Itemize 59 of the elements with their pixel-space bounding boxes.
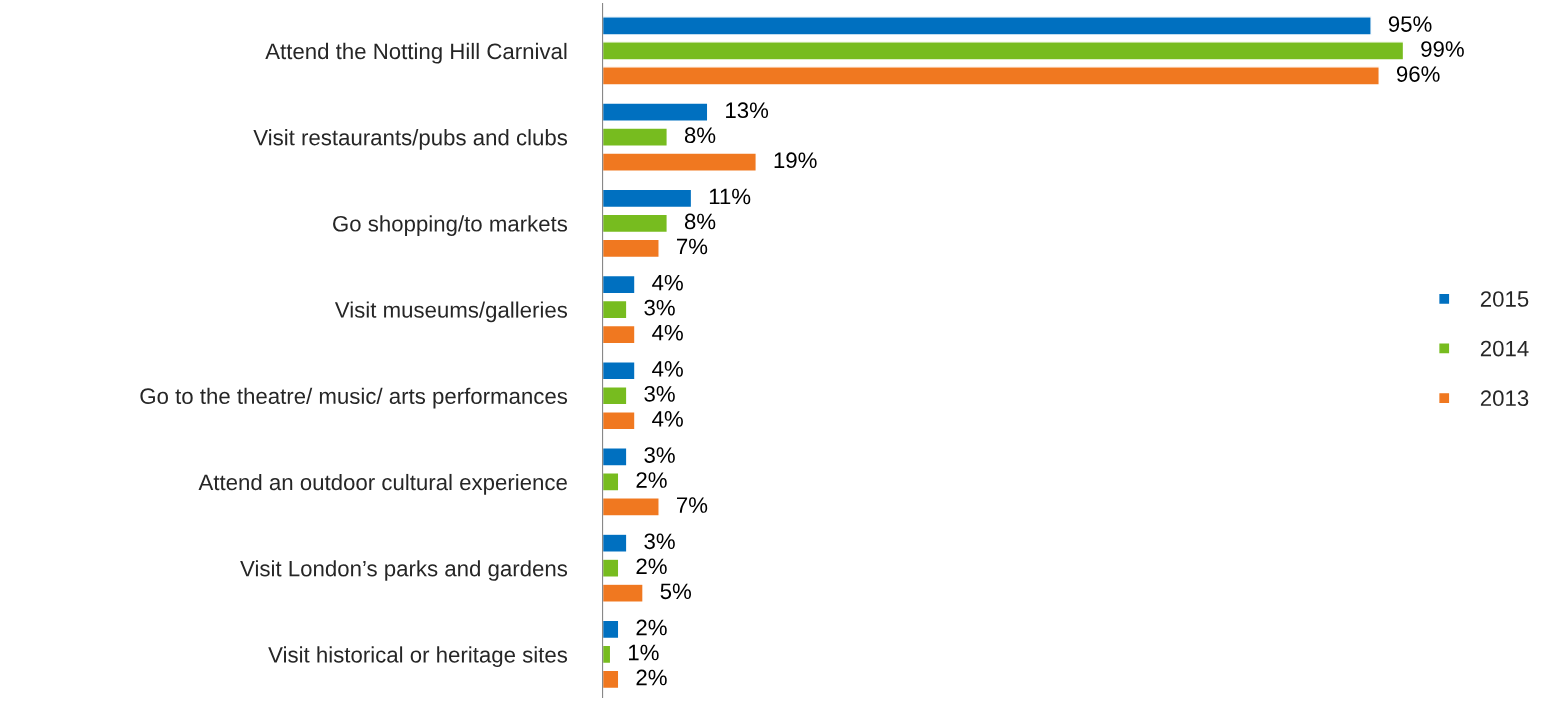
y-tick-label: Go to the theatre/ music/ arts performances — [140, 387, 568, 409]
data-label: 96% — [1396, 66, 1440, 82]
bar — [602, 361, 636, 381]
data-label: 7% — [677, 238, 708, 255]
data-label: 19% — [774, 152, 817, 169]
bar — [602, 66, 1380, 86]
bar — [602, 497, 660, 517]
data-label: 8% — [684, 213, 716, 230]
data-label: 2% — [636, 558, 667, 575]
bar — [602, 472, 620, 492]
data-label: 7% — [677, 497, 708, 513]
y-tick-label: Attend an outdoor cultural experience — [198, 473, 567, 495]
data-label: 1% — [629, 644, 659, 661]
data-label: 4% — [652, 411, 683, 427]
legend-label: 2013 — [1480, 390, 1529, 407]
y-tick-label: Go shopping/to markets — [333, 215, 568, 236]
bar — [602, 386, 628, 406]
bar — [602, 274, 636, 295]
data-label: 3% — [644, 447, 675, 463]
data-label: 2% — [636, 472, 667, 488]
data-label: 95% — [1388, 16, 1432, 32]
data-label: 3% — [644, 385, 675, 402]
bar — [602, 558, 620, 578]
data-label: 2% — [636, 669, 667, 686]
bar — [602, 127, 668, 147]
data-label: 2% — [636, 619, 667, 636]
bar — [602, 188, 693, 209]
bar — [602, 16, 1372, 36]
data-label: 4% — [652, 361, 683, 377]
y-tick-label: Visit London’s parks and gardens — [240, 560, 568, 581]
data-label: 4% — [652, 274, 683, 291]
data-label: 4% — [652, 324, 683, 341]
data-label: 99% — [1421, 41, 1464, 57]
bar — [602, 324, 636, 345]
bar — [602, 619, 620, 640]
bar — [602, 644, 612, 665]
bar — [602, 533, 628, 553]
bar — [602, 411, 636, 431]
bar — [602, 669, 620, 690]
legend-label: 2015 — [1480, 291, 1529, 307]
bar — [602, 299, 628, 320]
y-tick-label: Visit restaurants/pubs and clubs — [253, 129, 568, 150]
data-label: 8% — [684, 127, 716, 144]
y-tick-label: Visit historical or heritage sites — [268, 646, 568, 668]
y-tick-label: Visit museums/galleries — [334, 301, 568, 323]
bar — [602, 447, 628, 467]
data-label: 3% — [644, 533, 675, 550]
bar — [602, 152, 757, 172]
data-label: 3% — [644, 299, 675, 316]
bar — [602, 41, 1405, 61]
bar — [602, 583, 644, 603]
data-label: 13% — [726, 102, 769, 119]
bar — [602, 102, 709, 122]
bar — [602, 213, 668, 234]
bar — [602, 238, 660, 259]
legend-label: 2014 — [1480, 340, 1529, 357]
data-label: 11% — [709, 188, 751, 205]
data-label: 5% — [660, 583, 692, 600]
y-tick-label: Attend the Notting Hill Carnival — [265, 42, 567, 64]
